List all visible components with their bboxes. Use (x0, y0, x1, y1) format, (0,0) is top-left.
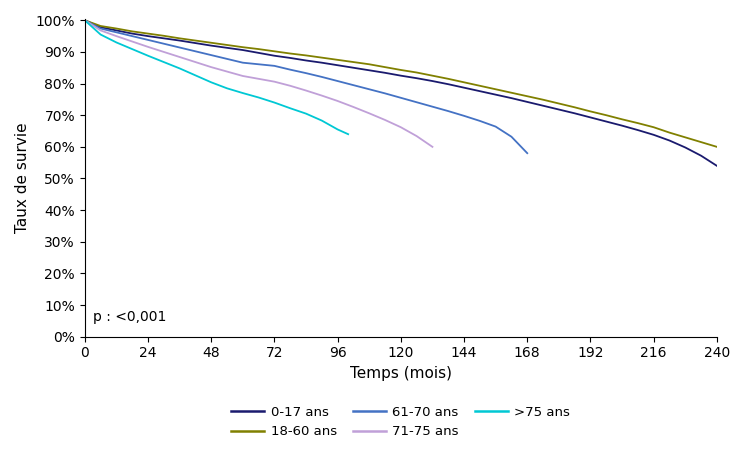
X-axis label: Temps (mois): Temps (mois) (350, 366, 451, 381)
Y-axis label: Taux de survie: Taux de survie (15, 123, 30, 233)
Text: p : <0,001: p : <0,001 (92, 310, 166, 324)
Legend: 0-17 ans, 18-60 ans, 61-70 ans, 71-75 ans, >75 ans: 0-17 ans, 18-60 ans, 61-70 ans, 71-75 an… (226, 400, 576, 444)
